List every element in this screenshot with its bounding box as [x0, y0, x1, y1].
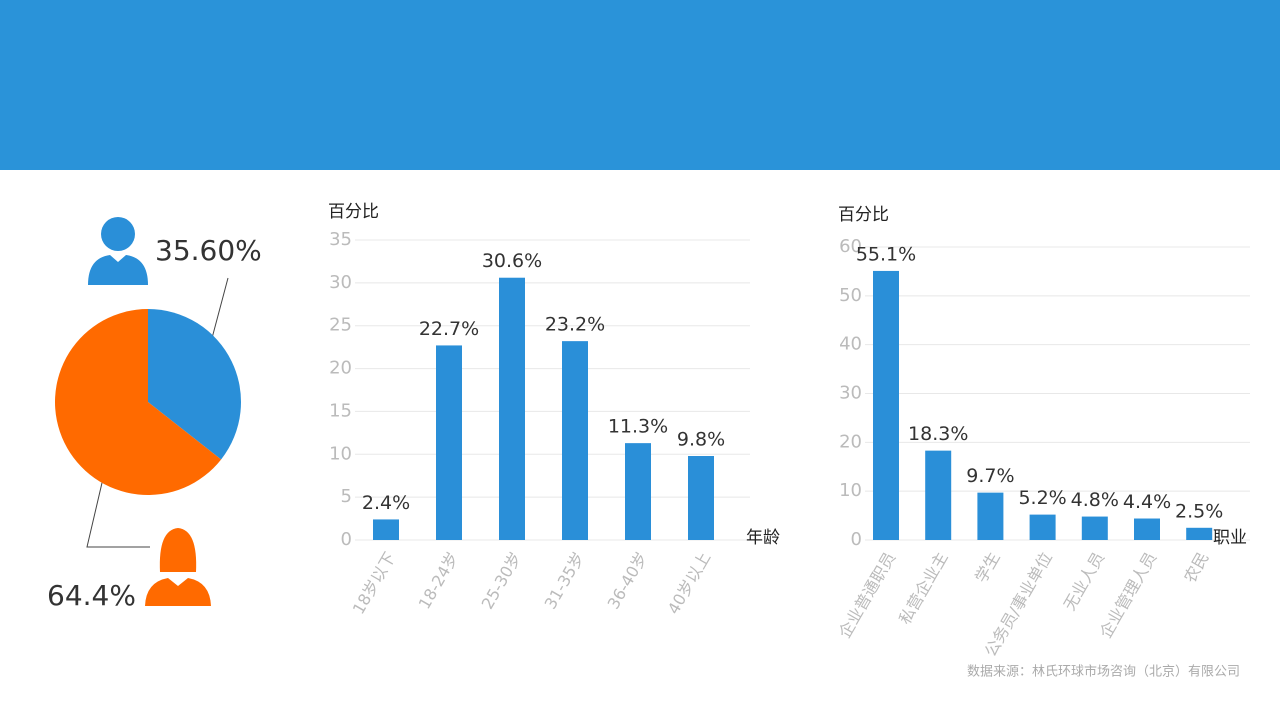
y-tick-label: 0: [341, 529, 352, 550]
bar: [1134, 518, 1160, 540]
value-label: 23.2%: [545, 314, 605, 336]
value-label: 55.1%: [856, 243, 916, 265]
y-tick-label: 30: [839, 383, 862, 404]
y-tick-label: 0: [851, 529, 862, 550]
x-tick-label: 企业普通职员: [835, 549, 899, 642]
header-banner: [0, 0, 1280, 170]
pie-slice: [148, 309, 242, 460]
female-icon: [145, 528, 211, 606]
value-label: 2.5%: [1175, 500, 1223, 522]
y-tick-label: 5: [341, 486, 352, 507]
leader-line: [86, 469, 150, 548]
value-label: 2.4%: [362, 492, 410, 514]
x-tick-label: 学生: [971, 549, 1003, 586]
x-tick-label: 25-30岁: [478, 549, 526, 613]
pie-label: 35.60%: [155, 234, 262, 267]
value-label: 4.4%: [1123, 491, 1171, 513]
y-tick-label: 15: [329, 400, 352, 421]
bar: [977, 492, 1004, 540]
value-label: 4.8%: [1071, 489, 1119, 511]
value-label: 11.3%: [608, 416, 668, 438]
value-label: 22.7%: [419, 318, 479, 340]
value-label: 30.6%: [482, 250, 542, 272]
y-tick-label: 20: [839, 431, 862, 452]
bar: [373, 519, 399, 540]
x-tick-label: 私营企业主: [895, 549, 951, 628]
bar: [1186, 527, 1213, 540]
value-label: 9.7%: [966, 465, 1014, 487]
x-tick-label: 18-24岁: [415, 549, 463, 613]
x-tick-label: 36-40岁: [604, 549, 652, 613]
bar: [499, 277, 525, 540]
y-tick-label: 10: [329, 443, 352, 464]
y-tick-label: 40: [839, 334, 862, 355]
x-tick-label: 农民: [1180, 549, 1212, 586]
value-label: 9.8%: [677, 429, 725, 451]
pie-slice: [54, 308, 222, 495]
pie-label: 64.4%: [47, 579, 136, 612]
x-axis-label: 年龄: [746, 528, 780, 548]
bar: [925, 450, 952, 540]
y-tick-label: 25: [329, 315, 352, 336]
y-tick-label: 30: [329, 272, 352, 293]
y-axis-label: 百分比: [328, 202, 379, 222]
bar: [625, 443, 651, 540]
y-axis-label: 百分比: [838, 205, 889, 225]
bar: [562, 341, 588, 540]
bar: [1081, 516, 1108, 540]
x-tick-label: 18岁以下: [349, 549, 400, 618]
value-label: 5.2%: [1018, 487, 1066, 509]
bar: [873, 270, 899, 540]
value-label: 18.3%: [908, 423, 968, 445]
x-tick-label: 31-35岁: [541, 549, 589, 613]
bar: [436, 345, 462, 540]
y-tick-label: 20: [329, 358, 352, 379]
x-axis-label: 职业: [1213, 528, 1247, 548]
y-tick-label: 10: [839, 480, 862, 501]
bar: [688, 456, 714, 540]
y-tick-label: 35: [329, 229, 352, 250]
source-note: 数据来源：林氏环球市场咨询（北京）有限公司: [967, 664, 1240, 680]
x-tick-label: 40岁以上: [664, 549, 715, 618]
male-icon: [88, 217, 148, 285]
bar: [1029, 514, 1056, 540]
y-tick-label: 50: [839, 285, 862, 306]
x-tick-label: 无业人员: [1060, 549, 1108, 614]
y-tick-label: 60: [839, 236, 862, 257]
